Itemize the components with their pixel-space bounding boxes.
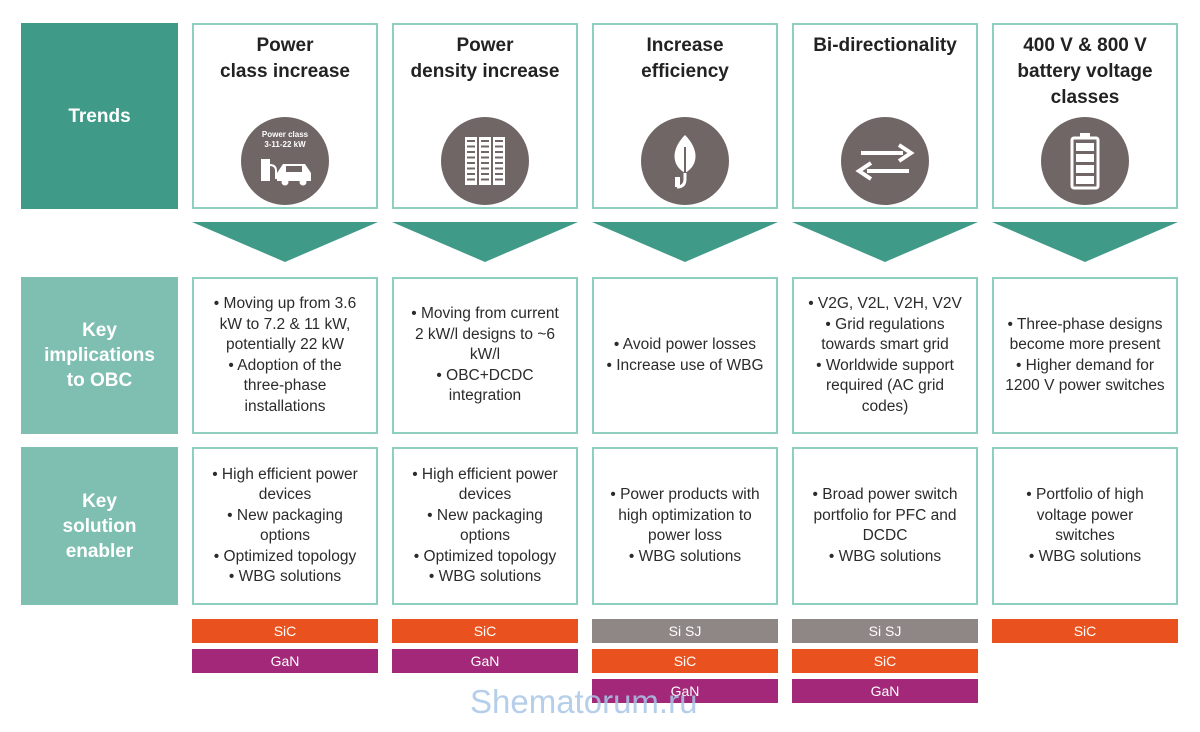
implication-item: • Worldwide support required (AC grid co…: [816, 356, 954, 415]
technology-badge: GaN: [392, 649, 578, 673]
enabler-item: • Power products with high optimization …: [610, 486, 760, 544]
watermark: Shematorum.ru: [470, 683, 698, 720]
implication-item: • Avoid power losses: [613, 336, 757, 353]
technology-badge: SiC: [192, 619, 378, 643]
implication-item: • Increase use of WBG: [606, 356, 764, 374]
enabler-item: • Optimized topology: [413, 547, 557, 565]
row-label-trends-text: Trends: [68, 105, 131, 127]
trend-box: 400 V & 800 V battery voltage classes: [992, 23, 1178, 209]
technology-badge: GaN: [192, 649, 378, 673]
enabler-item: • Optimized topology: [213, 547, 357, 565]
enablers-box: • Portfolio of high voltage power switch…: [992, 447, 1178, 605]
technology-badge: SiC: [392, 619, 578, 643]
down-arrow: [392, 222, 578, 262]
trend-column: Power density increase • Moving from curr…: [392, 0, 578, 732]
implications-box: • Three-phase designs become more presen…: [992, 277, 1178, 434]
down-arrow: [992, 222, 1178, 262]
trend-title: Power class increase: [220, 35, 350, 82]
enablers-box: • Power products with high optimization …: [592, 447, 778, 605]
enabler-item: • New packaging options: [227, 506, 343, 545]
implication-item: • Moving up from 3.6 kW to 7.2 & 11 kW, …: [213, 295, 357, 353]
row-label-implications: Key implications to OBC: [21, 277, 178, 434]
down-arrow: [592, 222, 778, 262]
enabler-item: • WBG solutions: [828, 547, 942, 565]
technology-badge: Si SJ: [792, 619, 978, 643]
leaf-plug-icon: [641, 117, 729, 205]
server-rack-icon: [441, 117, 529, 205]
implication-item: • V2G, V2L, V2H, V2V: [808, 295, 962, 312]
trend-column: Bi-directionality • V2G, V2L, V2H, V2V • G…: [792, 0, 978, 732]
row-label-trends: Trends: [21, 23, 178, 209]
enabler-item: • WBG solutions: [1028, 547, 1142, 565]
enablers-box: • High efficient power devices • New pack…: [192, 447, 378, 605]
trend-title: Bi-directionality: [813, 35, 957, 56]
implications-box: • Moving from current 2 kW/l designs to …: [392, 277, 578, 434]
technology-badge: GaN: [792, 679, 978, 703]
implication-item: • Adoption of the three-phase installati…: [228, 356, 342, 415]
down-arrow: [192, 222, 378, 262]
trend-title: Increase efficiency: [641, 35, 729, 82]
enabler-item: • High efficient power devices: [212, 465, 358, 504]
enabler-item: • WBG solutions: [228, 568, 342, 585]
ev-charging-icon: Power class 3-11-22 kW: [241, 117, 329, 205]
row-label-enabler-text: Key solution enabler: [62, 490, 137, 562]
technology-badge: SiC: [592, 649, 778, 673]
trend-column: Increase efficiency • Avoid power losses •…: [592, 0, 778, 732]
implication-item: • Higher demand for 1200 V power switche…: [1005, 356, 1165, 395]
row-label-enabler: Key solution enabler: [21, 447, 178, 605]
trend-title: Power density increase: [410, 35, 560, 82]
battery-icon: [1041, 117, 1129, 205]
implications-box: • V2G, V2L, V2H, V2V • Grid regulations t…: [792, 277, 978, 434]
enabler-item: • WBG solutions: [628, 547, 742, 565]
trend-box: Increase efficiency: [592, 23, 778, 209]
trend-box: Power density increase: [392, 23, 578, 209]
technology-badge: SiC: [992, 619, 1178, 643]
row-label-implications-text: Key implications to OBC: [44, 320, 155, 391]
technology-badge: SiC: [792, 649, 978, 673]
enablers-box: • Broad power switch portfolio for PFC a…: [792, 447, 978, 605]
trend-column: Power class increase Power class 3-11-22 k…: [192, 0, 378, 732]
technology-badge: Si SJ: [592, 619, 778, 643]
implications-box: • Moving up from 3.6 kW to 7.2 & 11 kW, …: [192, 277, 378, 434]
implications-box: • Avoid power losses • Increase use of WB…: [592, 277, 778, 434]
icon-caption-0: Power class: [262, 130, 309, 139]
icon-caption-1: 3-11-22 kW: [264, 140, 306, 149]
bidirectional-arrows-icon: [841, 117, 929, 205]
trend-title: 400 V & 800 V battery voltage classes: [1017, 35, 1153, 108]
implication-item: • Moving from current 2 kW/l designs to …: [411, 305, 559, 364]
implication-item: • OBC+DCDC integration: [436, 366, 534, 405]
implication-item: • Grid regulations towards smart grid: [821, 315, 949, 354]
enabler-item: • New packaging options: [427, 506, 543, 545]
technology-badge: GaN: [592, 679, 778, 703]
enablers-box: • High efficient power devices • New pack…: [392, 447, 578, 605]
down-arrow: [792, 222, 978, 262]
trend-column: 400 V & 800 V battery voltage classes • T…: [992, 0, 1178, 732]
enabler-item: • High efficient power devices: [412, 465, 558, 504]
implication-item: • Three-phase designs become more presen…: [1007, 315, 1163, 354]
enabler-item: • Portfolio of high voltage power switch…: [1026, 486, 1144, 544]
enabler-item: • WBG solutions: [428, 568, 542, 585]
trend-box: Power class increase Power class 3-11-22 k…: [192, 23, 378, 209]
trend-box: Bi-directionality: [792, 23, 978, 209]
enabler-item: • Broad power switch portfolio for PFC a…: [812, 486, 958, 544]
